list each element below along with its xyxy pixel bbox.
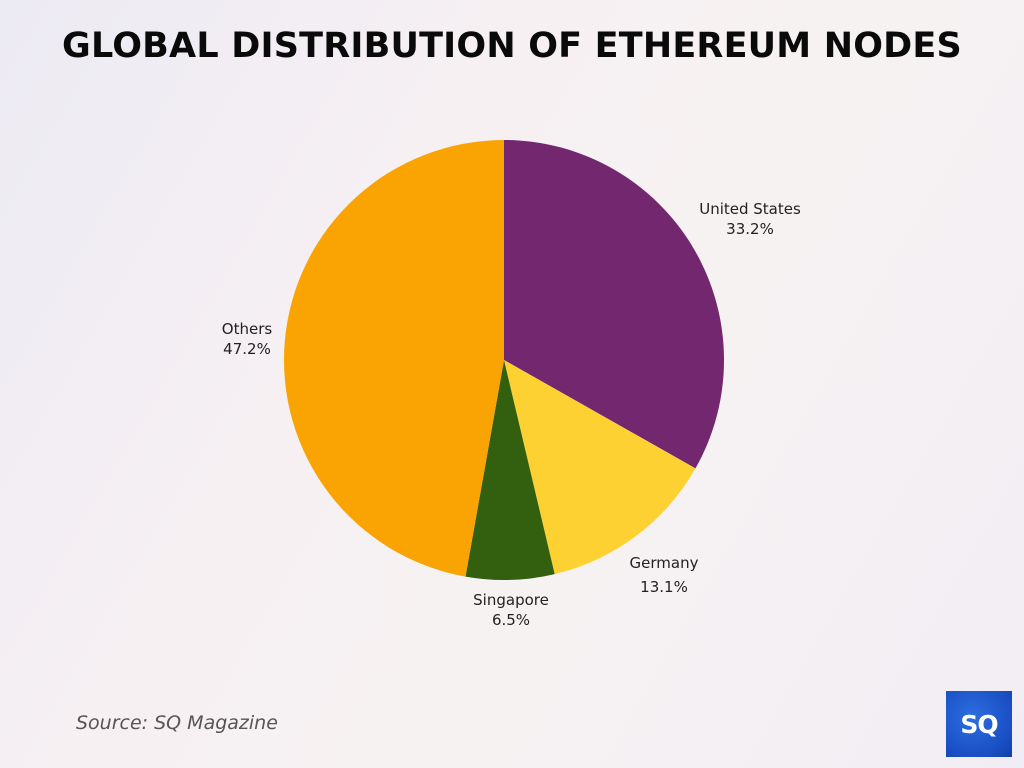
pie-slice-germany [504,360,696,575]
label-name: Others [221,320,273,338]
source-caption: Source: SQ Magazine [76,712,278,734]
label-value: 6.5% [491,611,531,629]
chart-title: GLOBAL DISTRIBUTION OF ETHEREUM NODES [62,26,962,66]
label-singapore: Singapore 6.5% [473,590,549,630]
label-united-states: United States 33.2% [699,199,801,239]
label-name: United States [699,200,801,218]
label-germany: Germany 13.1% [630,553,699,597]
label-others: Others 47.2% [222,319,272,359]
sq-logo: SQ [946,691,1012,757]
label-name: Singapore [473,591,549,609]
pie-slice-united-states [504,140,724,469]
label-value: 13.1% [640,578,688,596]
label-value: 47.2% [223,340,271,358]
pie-slice-singapore [465,360,555,580]
logo-text: SQ [960,709,998,739]
label-name: Germany [629,554,699,572]
pie-slice-others [284,140,504,577]
label-value: 33.2% [726,220,774,238]
